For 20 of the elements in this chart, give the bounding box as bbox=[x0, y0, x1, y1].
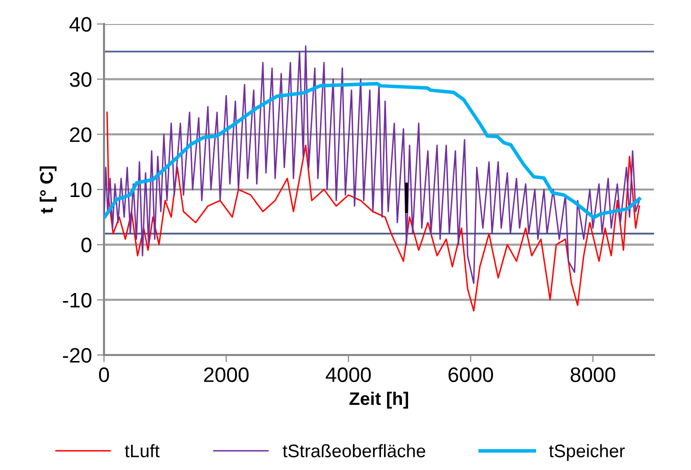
y-axis-title: t [° C] bbox=[40, 166, 57, 214]
x-tick-label: 6000 bbox=[448, 367, 494, 382]
legend-label: tSpeicher bbox=[549, 444, 625, 461]
y-tick-label: 10 bbox=[70, 182, 92, 198]
x-tick-label: 2000 bbox=[204, 367, 249, 382]
y-tick-label: -10 bbox=[63, 292, 92, 308]
line-series bbox=[104, 82, 642, 220]
y-tick-label: 30 bbox=[70, 72, 92, 87]
legend-label: tLuft bbox=[124, 444, 160, 458]
legend-label: tStraßeoberfläche bbox=[282, 444, 426, 458]
y-tick-label: 20 bbox=[70, 127, 92, 142]
line-series bbox=[106, 112, 640, 312]
y-tick-label: -20 bbox=[63, 348, 92, 363]
x-tick-label: 0 bbox=[99, 367, 109, 382]
y-tick-label: 0 bbox=[81, 238, 92, 252]
x-axis-title: Zeit [h] bbox=[349, 392, 408, 409]
y-tick-label: 40 bbox=[70, 17, 92, 32]
x-tick-label: 8000 bbox=[570, 367, 616, 382]
line-series bbox=[104, 45, 640, 284]
x-tick-label: 4000 bbox=[326, 367, 371, 382]
